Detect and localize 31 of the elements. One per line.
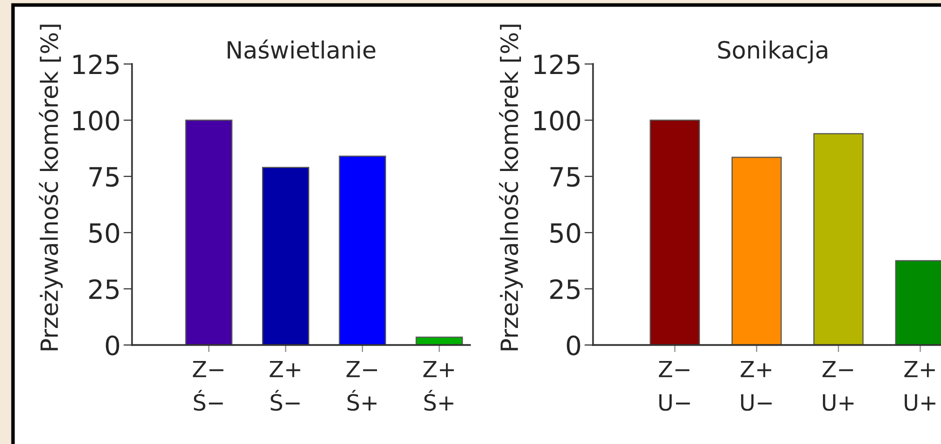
bar	[813, 133, 864, 345]
y-axis-title: Przeżywalność komórek [%]	[38, 24, 63, 350]
x-tick-label: Z− Ś−	[192, 360, 224, 411]
y-axis-title: Przeżywalność komórek [%]	[499, 24, 523, 350]
y-tick-label: 125	[534, 54, 580, 74]
bar	[338, 156, 386, 345]
y-tick-label: 25	[89, 279, 119, 300]
x-tick-label: Z− U+	[822, 360, 854, 411]
x-tick-label: Z+ U+	[904, 360, 936, 411]
y-tick-label: 0	[566, 335, 580, 356]
chart-title: Naświetlanie	[228, 40, 376, 59]
x-tick-label: Z+ Ś−	[270, 360, 300, 411]
chart-title: Sonikacja	[718, 40, 828, 64]
y-tick-label: 75	[89, 167, 119, 187]
y-tick-label: 0	[106, 335, 120, 356]
y-tick-label: 25	[550, 279, 580, 300]
x-tick-label: Z− U−	[658, 360, 690, 411]
y-tick-label: 100	[534, 110, 580, 131]
bar	[185, 120, 232, 345]
bar	[732, 156, 782, 345]
y-tick-label: 50	[550, 223, 580, 243]
x-tick-label: Z− Ś+	[346, 360, 378, 411]
y-tick-label: 75	[550, 167, 580, 187]
y-tick-label: 125	[73, 54, 119, 74]
bar	[416, 336, 463, 345]
y-tick-label: 50	[89, 223, 120, 243]
y-tick-label: 100	[73, 110, 120, 131]
x-tick-label: Z+ Ś+	[423, 360, 454, 411]
bar	[650, 120, 700, 345]
bar	[262, 166, 310, 345]
x-tick-label: Z+ U−	[740, 360, 772, 411]
